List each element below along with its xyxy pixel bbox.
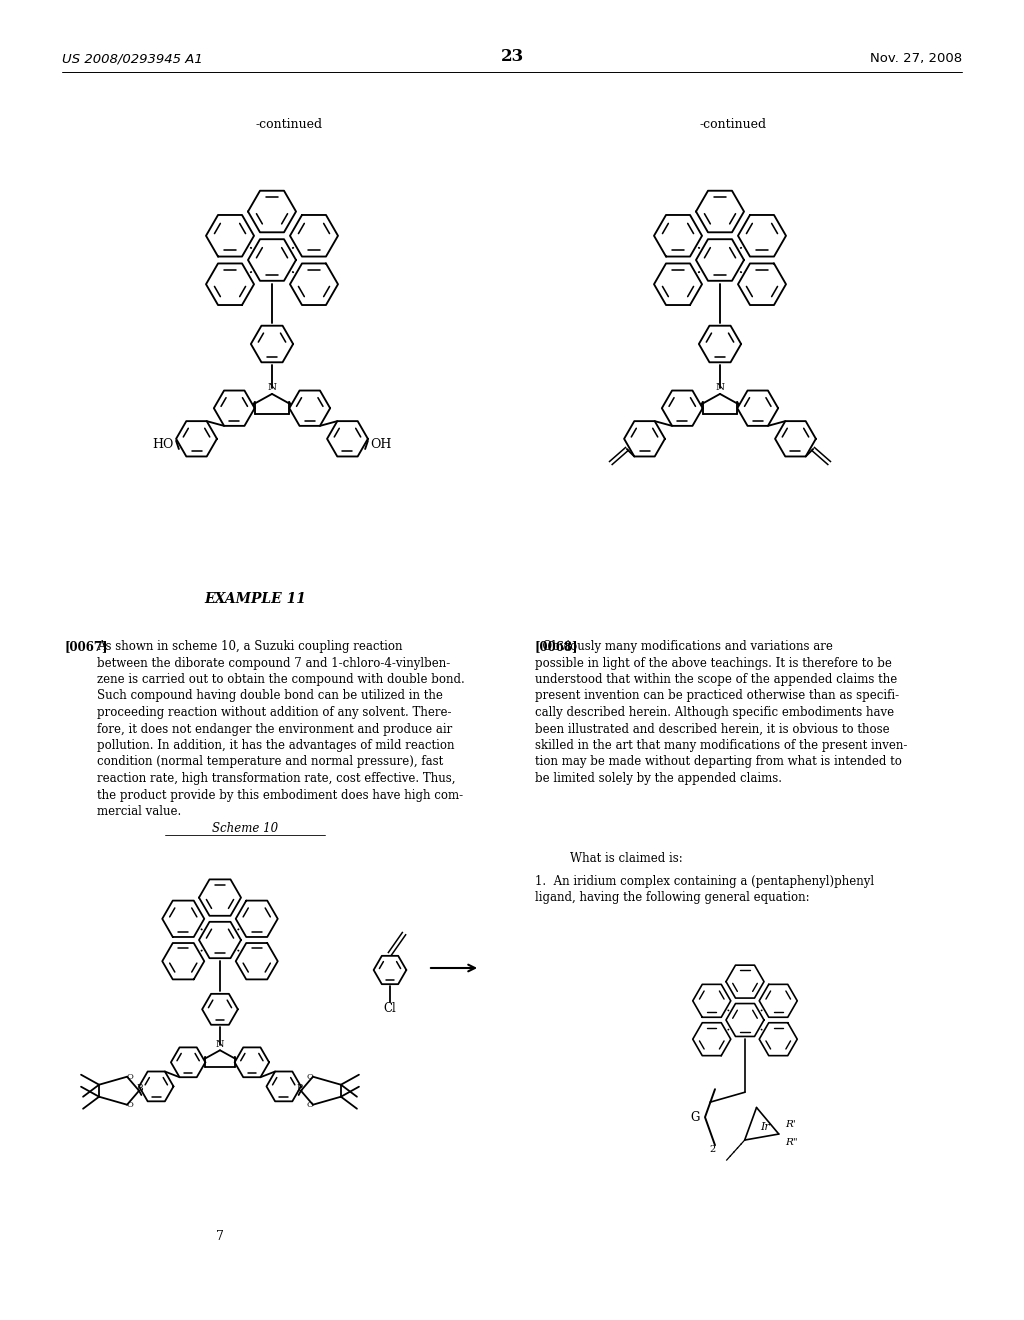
Text: 7: 7 <box>216 1230 224 1243</box>
Text: [0067]: [0067] <box>65 640 109 653</box>
Text: -continued: -continued <box>255 117 323 131</box>
Text: As shown in scheme 10, a Suzuki coupling reaction
between the diborate compound : As shown in scheme 10, a Suzuki coupling… <box>97 640 465 818</box>
Text: US 2008/0293945 A1: US 2008/0293945 A1 <box>62 51 203 65</box>
Text: R": R" <box>784 1138 798 1147</box>
Text: [0068]: [0068] <box>535 640 579 653</box>
Text: 23: 23 <box>501 48 523 65</box>
Text: 2: 2 <box>710 1144 716 1154</box>
Text: HO: HO <box>153 438 174 451</box>
Text: OH: OH <box>370 438 391 451</box>
Text: Cl: Cl <box>384 1002 396 1015</box>
Text: B: B <box>137 1084 143 1093</box>
Text: B: B <box>297 1084 303 1093</box>
Text: N: N <box>267 383 276 392</box>
Text: O: O <box>127 1101 133 1109</box>
Text: -continued: -continued <box>700 117 767 131</box>
Text: What is claimed is:: What is claimed is: <box>570 851 683 865</box>
Text: O: O <box>306 1101 313 1109</box>
Text: Obviously many modifications and variations are
possible in light of the above t: Obviously many modifications and variati… <box>535 640 907 785</box>
Text: Nov. 27, 2008: Nov. 27, 2008 <box>869 51 962 65</box>
Text: G: G <box>690 1110 699 1123</box>
Text: Scheme 10: Scheme 10 <box>212 822 279 836</box>
Text: O: O <box>306 1073 313 1081</box>
Text: R': R' <box>784 1119 796 1129</box>
Text: N: N <box>216 1040 224 1049</box>
Text: N: N <box>716 383 725 392</box>
Text: O: O <box>127 1073 133 1081</box>
Text: 1.  An iridium complex containing a (pentaphenyl)phenyl
ligand, having the follo: 1. An iridium complex containing a (pent… <box>535 875 874 904</box>
Text: EXAMPLE 11: EXAMPLE 11 <box>204 591 306 606</box>
Text: Ir: Ir <box>760 1122 770 1133</box>
